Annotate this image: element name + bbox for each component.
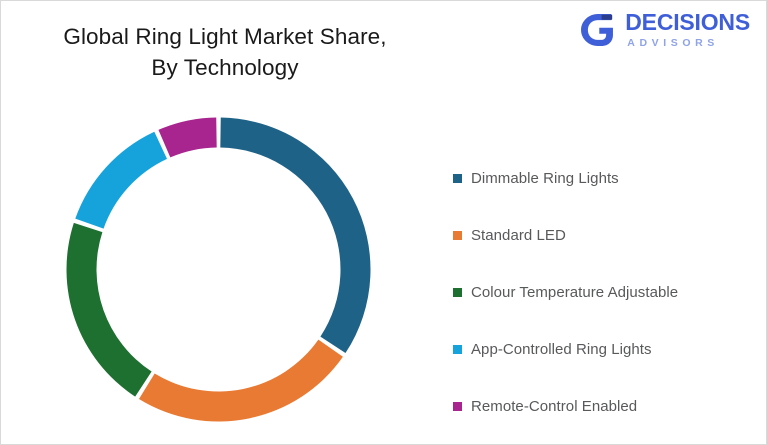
legend-item[interactable]: Standard LED — [453, 207, 753, 264]
logo-company-name: DECISIONS — [625, 9, 750, 36]
donut-slice — [158, 117, 217, 158]
logo-wordmark: DECISIONS ADVISORS — [625, 11, 750, 49]
legend-swatch-icon — [453, 231, 462, 240]
legend-swatch-icon — [453, 345, 462, 354]
legend-item-label: Colour Temperature Adjustable — [471, 284, 679, 301]
legend-item[interactable]: Dimmable Ring Lights — [453, 150, 753, 207]
legend-swatch-icon — [453, 402, 462, 411]
page-title: Global Ring Light Market Share, By Techn… — [63, 24, 387, 80]
legend-swatch-icon — [453, 288, 462, 297]
legend-item-label: Remote-Control Enabled — [471, 398, 638, 415]
legend-item[interactable]: App-Controlled Ring Lights — [453, 321, 753, 378]
brand-logo: DECISIONS ADVISORS — [578, 11, 750, 49]
donut-slice — [220, 117, 371, 354]
donut-slice — [138, 339, 343, 422]
logo-mark-icon — [581, 14, 614, 46]
chart-legend: Dimmable Ring Lights Standard LED Colour T… — [453, 150, 753, 435]
donut-chart-svg — [66, 117, 371, 422]
donut-slice — [66, 222, 152, 397]
logo-company-subtitle: ADVISORS — [627, 37, 719, 50]
legend-item[interactable]: Colour Temperature Adjustable — [453, 264, 753, 321]
donut-slice — [75, 131, 167, 229]
legend-swatch-icon — [453, 174, 462, 183]
legend-item-label: App-Controlled Ring Lights — [471, 341, 652, 358]
legend-item-label: Standard LED — [471, 227, 566, 244]
donut-chart — [62, 113, 374, 426]
legend-item[interactable]: Remote-Control Enabled — [453, 378, 753, 435]
legend-item-label: Dimmable Ring Lights — [471, 170, 619, 187]
